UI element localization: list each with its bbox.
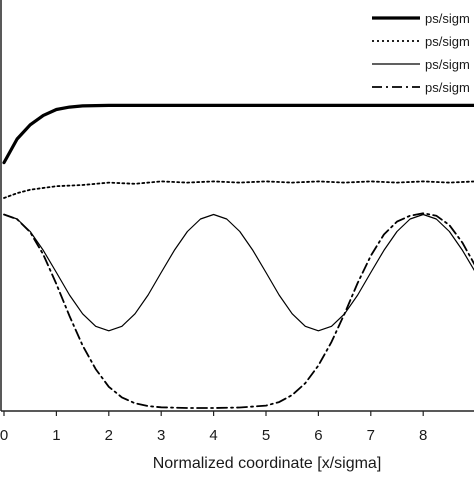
x-tick-label: 6 bbox=[314, 427, 322, 444]
legend-label-4: ps/sigm bbox=[425, 80, 470, 95]
x-tick-label: 0 bbox=[0, 427, 8, 444]
x-tick-label: 7 bbox=[367, 427, 375, 444]
x-tick-label: 5 bbox=[262, 427, 270, 444]
x-axis-label: Normalized coordinate [x/sigma] bbox=[153, 455, 382, 472]
x-tick-group: 0 1 2 3 4 5 6 7 8 bbox=[0, 411, 427, 444]
x-tick-label: 4 bbox=[209, 427, 217, 444]
series-line-1 bbox=[2, 103, 474, 165]
plot-area bbox=[2, 103, 474, 409]
series-line-3 bbox=[3, 213, 474, 332]
series-line-4 bbox=[3, 212, 474, 409]
legend: ps/sigm ps/sigm ps/sigm ps/sigm bbox=[372, 11, 470, 95]
x-tick-label: 1 bbox=[52, 427, 60, 444]
x-tick-label: 8 bbox=[419, 427, 427, 444]
legend-label-3: ps/sigm bbox=[425, 57, 470, 72]
x-tick-label: 3 bbox=[157, 427, 165, 444]
legend-label-2: ps/sigm bbox=[425, 34, 470, 49]
series-line-2 bbox=[3, 180, 474, 199]
x-tick-label: 2 bbox=[105, 427, 113, 444]
legend-label-1: ps/sigm bbox=[425, 11, 470, 26]
